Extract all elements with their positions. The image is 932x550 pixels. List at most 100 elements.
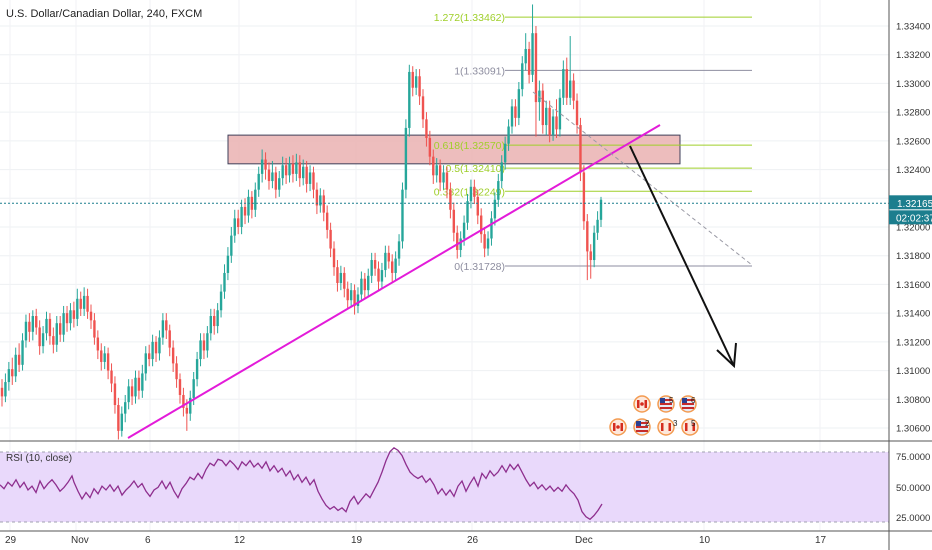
- candle-body: [206, 333, 209, 351]
- candle-body: [0, 387, 4, 397]
- candle-body: [555, 116, 558, 130]
- candle-body: [192, 379, 195, 398]
- time-tick: 29: [5, 535, 17, 546]
- event-badge[interactable]: [609, 418, 627, 436]
- candle-body: [144, 353, 147, 374]
- candlestick-series: [0, 4, 603, 440]
- price-tick: 1.31400: [896, 309, 930, 320]
- event-badge[interactable]: 6: [679, 395, 697, 413]
- candle-body: [401, 189, 404, 242]
- candle-body: [21, 340, 24, 365]
- candle-body: [507, 126, 510, 144]
- candle-body: [291, 163, 295, 174]
- candle-body: [141, 373, 144, 391]
- candle-body: [103, 353, 106, 362]
- candle-body: [69, 310, 72, 324]
- candle-body: [466, 201, 469, 223]
- forecast-arrow[interactable]: [629, 145, 737, 369]
- candle-body: [445, 172, 449, 190]
- candle-body: [96, 337, 100, 351]
- gridlines: [0, 0, 889, 531]
- candle-body: [120, 413, 123, 431]
- candle-body: [353, 290, 356, 306]
- candle-body: [62, 313, 65, 335]
- rsi-tick: 50.0000: [896, 483, 930, 494]
- candle-body: [52, 336, 55, 345]
- candle-body: [254, 189, 257, 210]
- candle-body: [391, 261, 394, 273]
- candle-body: [124, 402, 127, 414]
- candle-body: [421, 96, 425, 120]
- candle-body: [182, 394, 185, 408]
- resistance-zone[interactable]: [227, 134, 681, 165]
- candle-body: [462, 222, 466, 239]
- candle-body: [572, 80, 575, 101]
- candle-body: [72, 310, 76, 319]
- time-tick: Dec: [575, 535, 593, 546]
- time-tick: 6: [145, 535, 151, 546]
- current-price-value: 1.32165: [897, 199, 932, 210]
- candle-body: [38, 327, 41, 347]
- candle-body: [31, 316, 35, 332]
- candle-body: [86, 295, 89, 312]
- chart-title: U.S. Dollar/Canadian Dollar, 240, FXCM: [6, 8, 202, 20]
- candle-body: [534, 33, 538, 103]
- price-tick: 1.30600: [896, 424, 930, 435]
- fib-label: 1(1.33091): [454, 65, 505, 77]
- candle-body: [250, 196, 254, 210]
- candle-body: [117, 405, 120, 431]
- candle-body: [168, 330, 171, 348]
- candle-body: [599, 199, 603, 220]
- event-badge[interactable]: 3: [657, 418, 678, 436]
- candle-body: [367, 275, 370, 291]
- candle-body: [527, 48, 531, 75]
- candle-body: [319, 195, 322, 206]
- candle-body: [45, 318, 48, 334]
- candle-body: [356, 294, 360, 306]
- candle-body: [586, 221, 589, 252]
- candle-body: [223, 272, 226, 292]
- price-tick: 1.32800: [896, 108, 930, 119]
- candle-body: [298, 162, 301, 179]
- rsi-tick: 25.0000: [896, 513, 930, 524]
- event-count: 3: [673, 419, 678, 428]
- price-tick: 1.32600: [896, 136, 930, 147]
- candle-body: [452, 209, 456, 233]
- price-tick: 1.33400: [896, 22, 930, 33]
- candle-body: [113, 383, 117, 406]
- candle-body: [171, 347, 175, 364]
- candle-body: [284, 165, 288, 176]
- candle-body: [562, 69, 565, 98]
- candle-body: [596, 219, 599, 233]
- candle-body: [514, 106, 517, 118]
- candle-body: [147, 353, 151, 360]
- candle-body: [490, 218, 493, 239]
- candle-body: [579, 125, 582, 173]
- candle-body: [264, 159, 267, 170]
- dashed-projection-line[interactable]: [532, 91, 753, 266]
- candle-body: [257, 173, 260, 190]
- candle-body: [394, 258, 397, 273]
- rsi-tick: 75.0000: [896, 452, 930, 463]
- candle-body: [435, 165, 438, 176]
- candle-body: [476, 196, 479, 216]
- candle-body: [425, 119, 428, 138]
- event-badge[interactable]: 5: [657, 395, 675, 413]
- candle-body: [312, 172, 315, 190]
- event-badge[interactable]: 5: [681, 418, 699, 436]
- candle-body: [89, 311, 93, 321]
- economic-event-badges[interactable]: 5 6 2 3 5: [609, 395, 699, 436]
- fib-label: 0(1.31728): [454, 261, 505, 273]
- event-badge[interactable]: 2: [633, 418, 651, 436]
- candle-body: [55, 323, 58, 345]
- candle-body: [408, 71, 411, 128]
- price-tick: 1.31200: [896, 337, 930, 348]
- ascending-trendline[interactable]: [127, 124, 661, 439]
- candle-body: [336, 267, 339, 283]
- candle-body: [548, 107, 551, 136]
- fibonacci-levels[interactable]: 1.272(1.33462) 1(1.33091) 0.618(1.32570) 0.…: [434, 12, 752, 273]
- event-badge[interactable]: [633, 395, 651, 413]
- rsi-line[interactable]: [0, 447, 603, 521]
- candle-body: [384, 252, 387, 271]
